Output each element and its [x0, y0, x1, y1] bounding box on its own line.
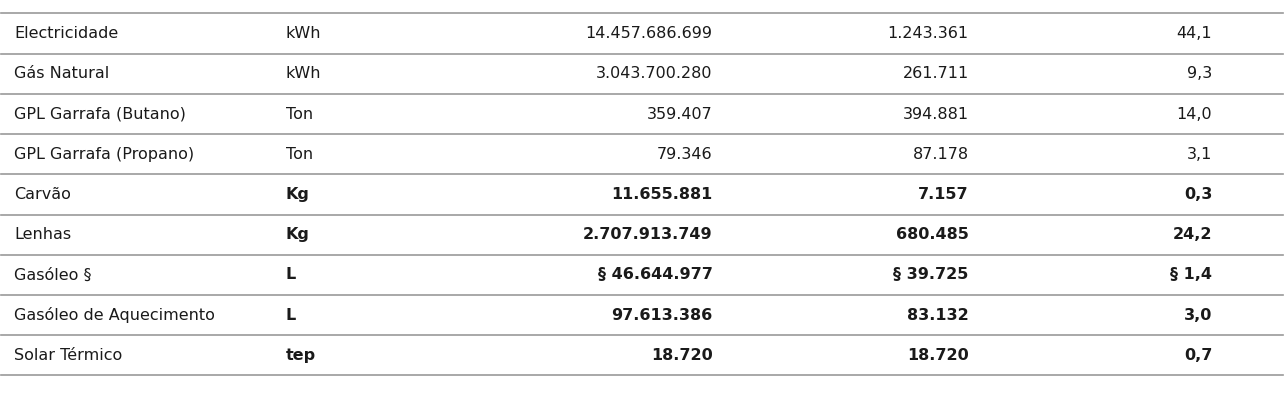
Text: 87.178: 87.178	[913, 147, 968, 162]
Text: Carvão: Carvão	[14, 187, 71, 202]
Text: 2.707.913.749: 2.707.913.749	[583, 227, 713, 242]
Text: L: L	[286, 267, 297, 282]
Text: L: L	[286, 308, 297, 323]
Text: 359.407: 359.407	[647, 107, 713, 121]
Text: Solar Térmico: Solar Térmico	[14, 348, 122, 363]
Text: 18.720: 18.720	[651, 348, 713, 363]
Text: § 39.725: § 39.725	[894, 267, 968, 282]
Text: 79.346: 79.346	[657, 147, 713, 162]
Text: tep: tep	[286, 348, 316, 363]
Text: GPL Garrafa (Propano): GPL Garrafa (Propano)	[14, 147, 194, 162]
Text: Lenhas: Lenhas	[14, 227, 72, 242]
Text: Gasóleo §: Gasóleo §	[14, 267, 91, 282]
Text: 24,2: 24,2	[1172, 227, 1212, 242]
Text: § 1,4: § 1,4	[1170, 267, 1212, 282]
Text: Kg: Kg	[286, 227, 309, 242]
Text: 680.485: 680.485	[896, 227, 968, 242]
Text: 1.243.361: 1.243.361	[887, 26, 968, 41]
Text: 97.613.386: 97.613.386	[611, 308, 713, 323]
Text: 7.157: 7.157	[918, 187, 968, 202]
Text: 14.457.686.699: 14.457.686.699	[586, 26, 713, 41]
Text: GPL Garrafa (Butano): GPL Garrafa (Butano)	[14, 107, 186, 121]
Text: 0,7: 0,7	[1184, 348, 1212, 363]
Text: Ton: Ton	[286, 147, 313, 162]
Text: § 46.644.977: § 46.644.977	[597, 267, 713, 282]
Text: 9,3: 9,3	[1186, 66, 1212, 81]
Text: Gás Natural: Gás Natural	[14, 66, 109, 81]
Text: 394.881: 394.881	[903, 107, 968, 121]
Text: 11.655.881: 11.655.881	[611, 187, 713, 202]
Text: 3.043.700.280: 3.043.700.280	[596, 66, 713, 81]
Text: Ton: Ton	[286, 107, 313, 121]
Text: 261.711: 261.711	[903, 66, 968, 81]
Text: 14,0: 14,0	[1176, 107, 1212, 121]
Text: 18.720: 18.720	[907, 348, 968, 363]
Text: Electricidade: Electricidade	[14, 26, 118, 41]
Text: kWh: kWh	[286, 66, 321, 81]
Text: 83.132: 83.132	[907, 308, 968, 323]
Text: Gasóleo de Aquecimento: Gasóleo de Aquecimento	[14, 307, 216, 323]
Text: kWh: kWh	[286, 26, 321, 41]
Text: 3,1: 3,1	[1186, 147, 1212, 162]
Text: 3,0: 3,0	[1184, 308, 1212, 323]
Text: Kg: Kg	[286, 187, 309, 202]
Text: 44,1: 44,1	[1176, 26, 1212, 41]
Text: 0,3: 0,3	[1184, 187, 1212, 202]
